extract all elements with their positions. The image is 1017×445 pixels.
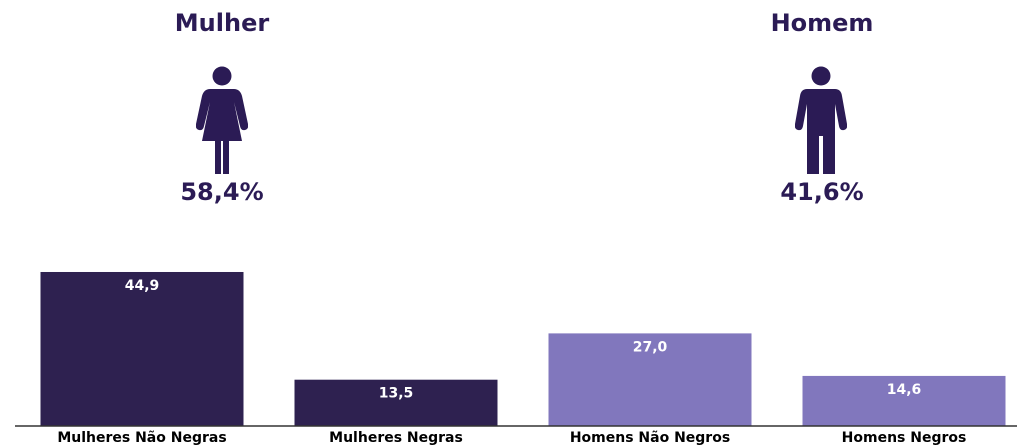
- x-tick-label-2: Homens Não Negros: [570, 430, 730, 445]
- bar-0: [40, 271, 244, 426]
- x-tick-label-0: Mulheres Não Negras: [57, 430, 226, 445]
- bar-value-label-1: 13,5: [379, 386, 414, 402]
- bar-value-label-0: 44,9: [125, 278, 160, 294]
- panel-women-percent: 58,4%: [180, 178, 264, 206]
- x-tick-label-1: Mulheres Negras: [329, 430, 463, 445]
- bar-value-label-3: 14,6: [887, 382, 922, 398]
- bar-1: [294, 379, 498, 426]
- labels-group: 44,9 Mulheres Não Negras 13,5 Mulheres Negr…: [57, 278, 966, 445]
- bar-value-label-2: 27,0: [633, 339, 668, 355]
- x-tick-label-3: Homens Negros: [842, 430, 967, 445]
- woman-icon: [196, 66, 248, 174]
- panel-men-percent: 41,6%: [780, 178, 864, 206]
- panel-men-title: Homem: [770, 9, 874, 37]
- bar-3: [802, 375, 1006, 426]
- bars-group: [40, 271, 1006, 426]
- bar-2: [548, 333, 752, 426]
- panel-women-title: Mulher: [174, 9, 270, 37]
- man-icon: [795, 66, 847, 174]
